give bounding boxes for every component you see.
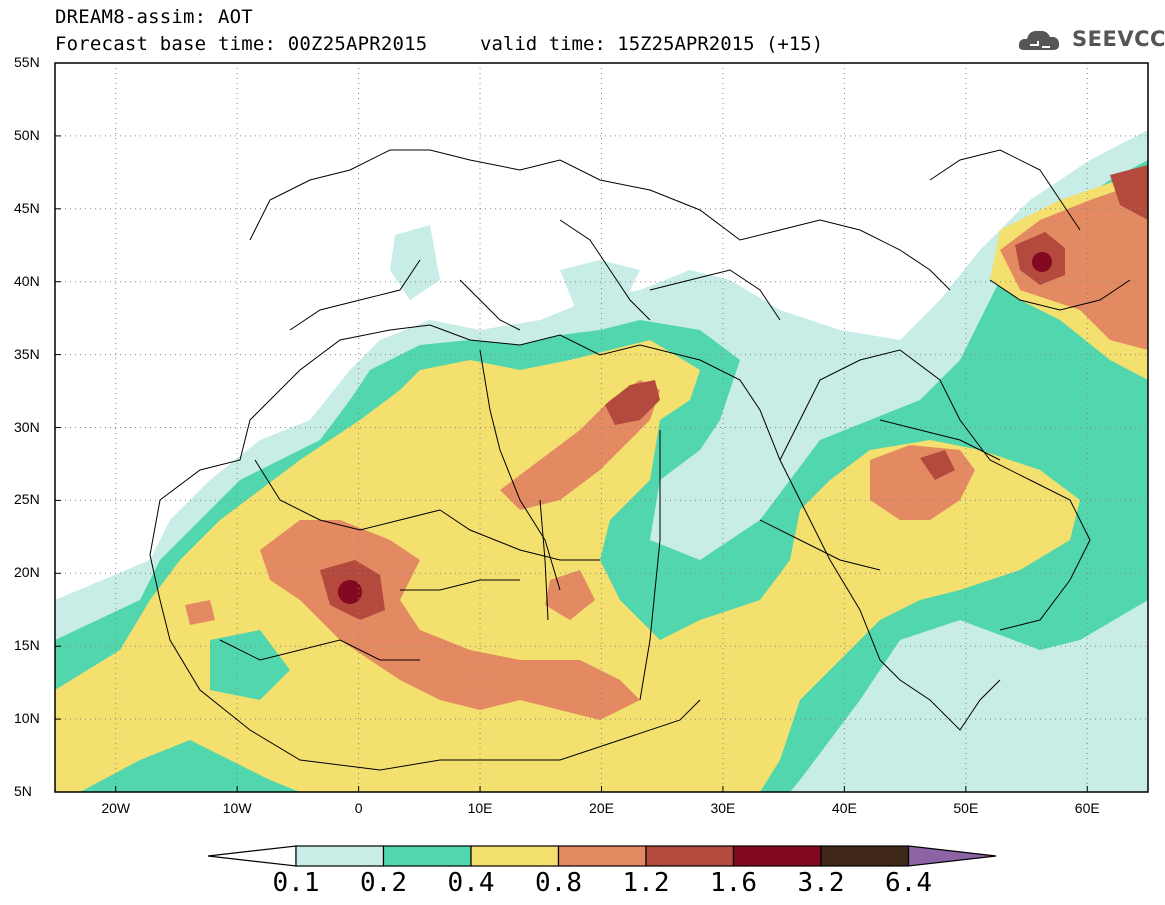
longitude-label: 60E — [1074, 800, 1100, 816]
latitude-label: 25N — [14, 491, 40, 508]
map-title: DREAM8-assim: AOT — [55, 6, 253, 28]
colorbar-low-arrow — [207, 845, 297, 867]
colorbar-swatch — [732, 845, 822, 867]
colorbar-label: 1.2 — [622, 868, 670, 898]
longitude-label: 0 — [354, 800, 363, 816]
colorbar-label: 6.4 — [885, 868, 932, 898]
longitude-label: 30E — [710, 800, 736, 816]
aot-max-sahara — [338, 580, 362, 604]
colorbar-label: 3.2 — [797, 868, 845, 898]
aot-band-0.8 — [1000, 180, 1148, 350]
longitude-label: 20E — [589, 800, 614, 816]
aot-band-1.2 — [605, 380, 660, 425]
colorbar-label: 0.8 — [535, 868, 582, 898]
latitude-label: 20N — [14, 564, 40, 581]
colorbar-swatch — [470, 845, 560, 867]
colorbar-swatch — [557, 845, 647, 867]
longitude-label: 10W — [222, 800, 252, 816]
latitude-label: 55N — [14, 54, 40, 70]
colorbar-label: 1.6 — [710, 868, 757, 898]
aot-band-0.1 — [390, 225, 440, 300]
cloud-icon — [1018, 30, 1060, 50]
aot-band-0.1 — [560, 260, 640, 320]
colorbar-swatch — [382, 845, 472, 867]
longitude-label: 10E — [467, 800, 493, 816]
aot-band-0.2 — [930, 380, 1060, 450]
latitude-label: 5N — [14, 783, 32, 799]
logo-text: SEEVCCC — [1072, 27, 1165, 51]
colorbar-swatch — [820, 845, 910, 867]
colorbar-label: 0.1 — [272, 868, 320, 898]
aot-band-1.2 — [1110, 165, 1148, 220]
aot-band-1.2 — [920, 450, 955, 480]
longitude-label: 50E — [953, 800, 979, 816]
latitude-label: 15N — [14, 637, 40, 654]
longitude-label: 40E — [831, 800, 857, 816]
latitude-label: 30N — [14, 418, 40, 435]
colorbar-label: 0.2 — [360, 868, 407, 898]
aot-max-caspian — [1032, 252, 1052, 272]
colorbar-swatch — [645, 845, 735, 867]
latitude-label: 10N — [14, 710, 40, 727]
forecast-base-time: Forecast base time: 00Z25APR2015 — [55, 33, 428, 55]
latitude-label: 50N — [14, 126, 40, 143]
valid-time: valid time: 15Z25APR2015 (+15) — [480, 33, 824, 55]
latitude-label: 35N — [14, 345, 40, 362]
aot-band-0.2 — [210, 630, 290, 700]
longitude-label: 20W — [101, 800, 131, 816]
latitude-label: 40N — [14, 272, 40, 289]
colorbar — [207, 845, 997, 867]
aot-band-0.4 — [55, 340, 1080, 792]
coastlines — [149, 149, 1131, 771]
aot-field — [55, 63, 1148, 792]
colorbar-label: 0.4 — [447, 868, 495, 898]
latitude-label: 45N — [14, 199, 40, 216]
axis-ticks — [55, 62, 1088, 793]
colorbar-high-arrow — [907, 845, 997, 867]
colorbar-swatch — [295, 845, 385, 867]
aot-band-0.8 — [185, 600, 215, 625]
